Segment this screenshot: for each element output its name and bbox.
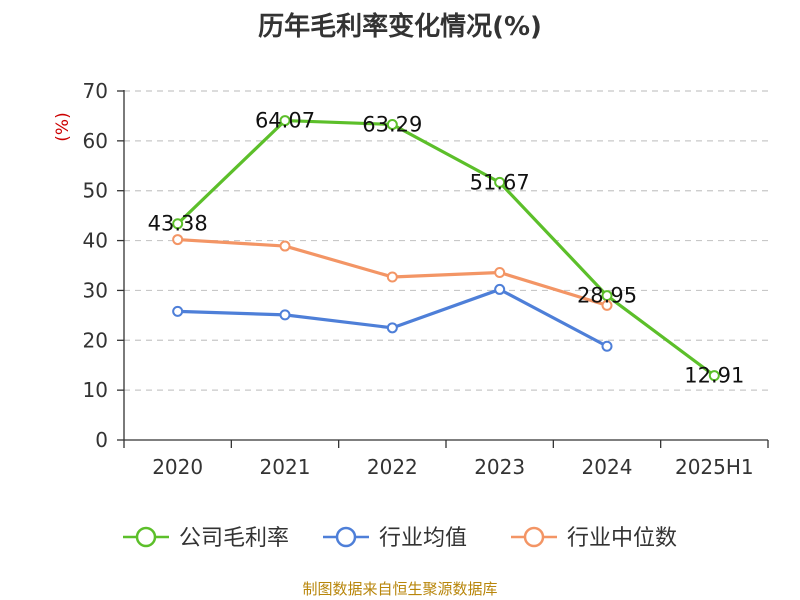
grid-lines	[124, 90, 768, 391]
y-tick-label-60: 60	[83, 129, 108, 153]
point-0-2022	[386, 118, 398, 130]
legend-item-2: 行业中位数	[511, 526, 677, 551]
legend-marker-0	[135, 526, 157, 548]
data-label-2023: 51.67	[470, 170, 530, 194]
series	[172, 115, 720, 382]
data-label-2022: 63.29	[362, 112, 422, 136]
x-tick-label-2024: 2024	[582, 455, 633, 479]
y-tick-label-30: 30	[83, 278, 108, 302]
legend-item-0: 公司毛利率	[123, 526, 289, 551]
point-0-2025H1	[708, 370, 720, 382]
point-1-2020	[172, 305, 184, 317]
series-line-0	[176, 118, 716, 377]
x-tick-label-2023: 2023	[474, 455, 525, 479]
axes: 0 10 20 30 40 50 60 70 2020 2021 2022 2023 2024 2025H…	[83, 79, 769, 479]
point-1-2022	[386, 322, 398, 334]
data-label-2021: 64.07	[255, 109, 315, 133]
y-tick-label-70: 70	[83, 79, 108, 103]
point-0-2020	[172, 218, 184, 230]
series-line-1	[177, 287, 608, 348]
source-note: 制图数据来自恒生聚源数据库	[302, 580, 498, 598]
legend-label-2: 行业中位数	[567, 526, 677, 551]
point-1-2021	[279, 309, 291, 321]
point-2-2021	[279, 240, 291, 252]
point-2-2020	[172, 234, 184, 246]
point-0-2021	[279, 115, 291, 127]
legend-marker-2	[523, 526, 545, 548]
legend: 公司毛利率 行业均值 行业中位数	[123, 526, 677, 551]
point-0-2023	[494, 176, 506, 188]
y-tick-label-40: 40	[83, 229, 108, 253]
x-tick-label-2021: 2021	[260, 455, 311, 479]
data-labels: 43.38 64.07 63.29 51.67 28.95 12.91	[148, 109, 745, 388]
data-label-2025H1: 12.91	[684, 364, 744, 388]
point-1-2024	[601, 340, 613, 352]
point-1-2023	[494, 283, 506, 295]
point-2-2023	[494, 266, 506, 278]
legend-label-0: 公司毛利率	[179, 526, 289, 551]
legend-marker-1	[335, 526, 357, 548]
legend-item-1: 行业均值	[323, 526, 467, 551]
data-label-2024: 28.95	[577, 284, 637, 308]
y-tick-label-10: 10	[83, 378, 108, 402]
data-label-2020: 43.38	[148, 212, 208, 236]
x-tick-label-2020: 2020	[152, 455, 203, 479]
y-tick-label-20: 20	[83, 328, 108, 352]
x-tick-label-2022: 2022	[367, 455, 418, 479]
point-2-2022	[386, 271, 398, 283]
legend-label-1: 行业均值	[379, 526, 467, 551]
y-axis-label: (%)	[53, 112, 73, 141]
y-tick-label-50: 50	[83, 179, 108, 203]
chart-title: 历年毛利率变化情况(%)	[258, 12, 542, 42]
y-tick-label-0: 0	[95, 428, 108, 452]
point-2-2024	[601, 299, 613, 311]
x-tick-label-2025H1: 2025H1	[675, 455, 754, 479]
